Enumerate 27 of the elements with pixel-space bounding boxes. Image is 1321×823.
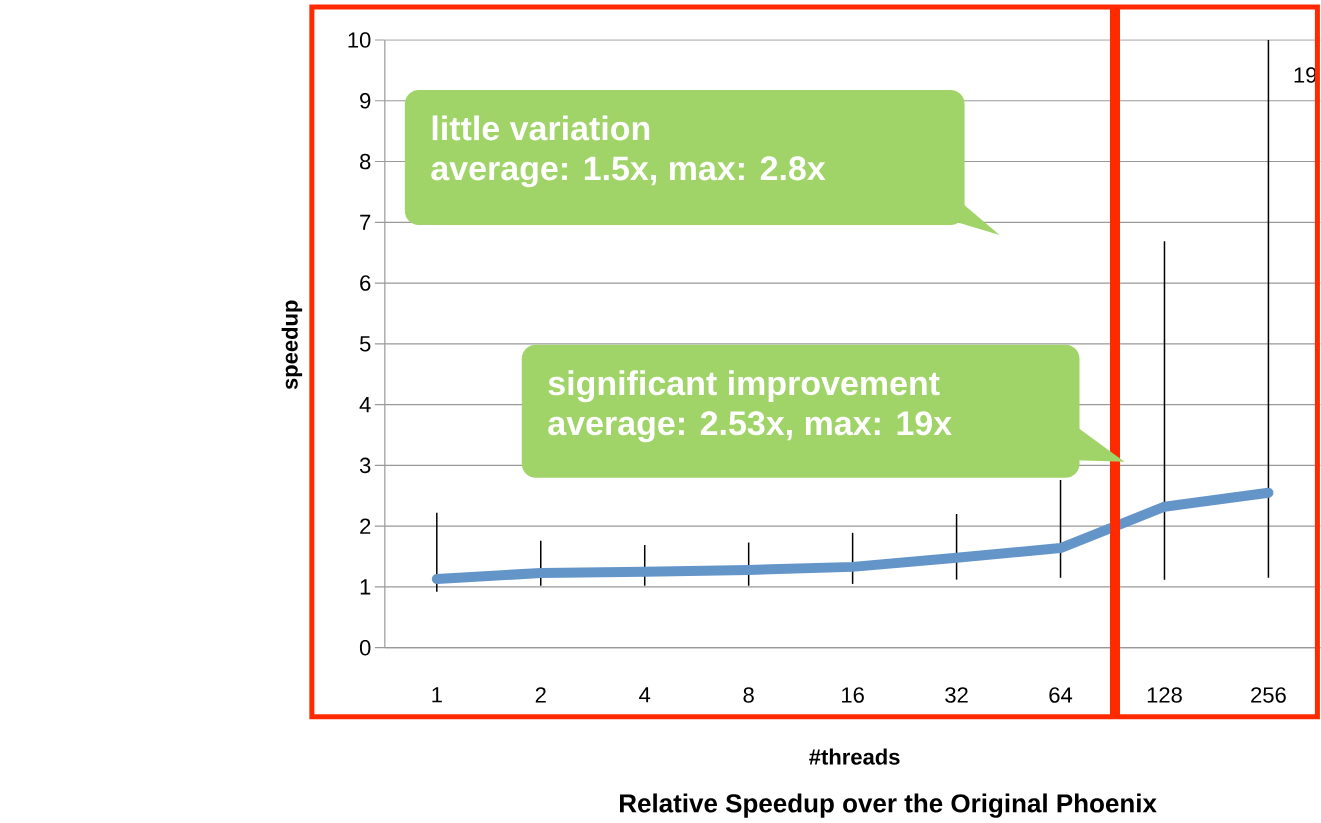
y-tick-label: 8 (360, 153, 371, 170)
x-tick-label: 8 (743, 687, 754, 703)
y-tick-label: 10 (348, 32, 371, 48)
x-tick-label: 64 (1049, 687, 1073, 703)
annotation: significant improvement (548, 370, 940, 403)
y-tick-label: 3 (359, 457, 371, 474)
y-tick-label: 9 (360, 93, 371, 109)
annotation: average: 1.5x, max: 2.8x (431, 156, 826, 188)
x-tick-label: 32 (945, 687, 968, 703)
y-tick-label: 2 (360, 518, 371, 535)
annotation: little variation (432, 115, 650, 141)
text: Relative Speedup over the Original Phoenix (620, 793, 1157, 818)
annotation: average: 2.53x, max: 19x (548, 411, 952, 443)
x-tick-label: 4 (639, 687, 651, 703)
y-axis-title: speedup (281, 300, 303, 390)
x-tick-label: 128 (1147, 687, 1182, 703)
y-tick-label: 5 (359, 336, 371, 352)
x-tick-label: 1 (432, 687, 442, 703)
y-tick-label: 0 (359, 640, 371, 656)
y-tick-label: 6 (360, 275, 371, 292)
x-tick-label: 256 (1251, 687, 1286, 703)
y-tick-label: 7 (360, 214, 371, 231)
x-axis-title: #threads (809, 748, 900, 765)
y-tick-label: 1 (360, 579, 371, 595)
x-tick-label: 16 (842, 687, 864, 703)
x-tick-label: 2 (535, 687, 546, 703)
y-tick-label: 4 (359, 397, 371, 413)
